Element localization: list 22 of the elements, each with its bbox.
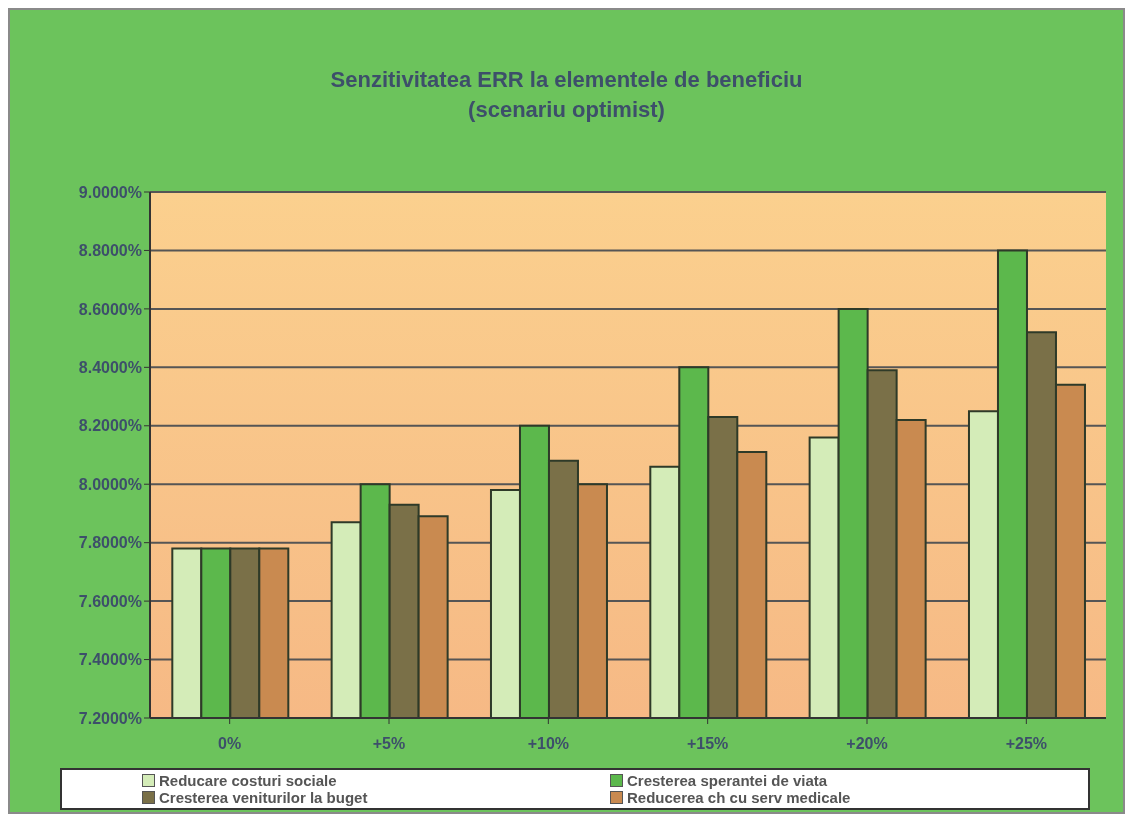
legend-label: Reducerea ch cu serv medicale: [627, 789, 851, 806]
text: Cresterea sperantei de viata: [627, 772, 828, 789]
chart-title: Senzitivitatea ERR la elementele de beneficiu: [329, 66, 804, 94]
y-tick-label: 8.8000%: [78, 242, 142, 260]
x-tick-label: +10%: [527, 735, 570, 753]
y-tick-label: 7.6000%: [78, 592, 142, 610]
x-tick-label: +5%: [372, 735, 406, 753]
y-tick-label: 8.6000%: [78, 300, 142, 318]
x-tick-label: +25%: [1005, 735, 1048, 753]
y-tick-label: 7.8000%: [78, 534, 142, 552]
legend-label: Cresterea veniturilor la buget: [159, 789, 368, 806]
chart-subtitle: (scenariu optimist): [467, 96, 666, 124]
y-tick-label: 7.2000%: [78, 709, 142, 727]
y-tick-label: 7.4000%: [78, 651, 142, 669]
x-tick-label: +20%: [846, 735, 888, 753]
x-tick-label: 0%: [218, 735, 242, 753]
y-tick-label: 8.4000%: [78, 359, 142, 377]
x-tick-label: +15%: [686, 735, 729, 753]
y-tick-label: 8.2000%: [78, 417, 142, 435]
y-tick-label: 9.0000%: [78, 183, 142, 201]
legend-label: Reducare costuri sociale: [159, 772, 337, 789]
y-tick-label: 8.0000%: [78, 475, 142, 493]
